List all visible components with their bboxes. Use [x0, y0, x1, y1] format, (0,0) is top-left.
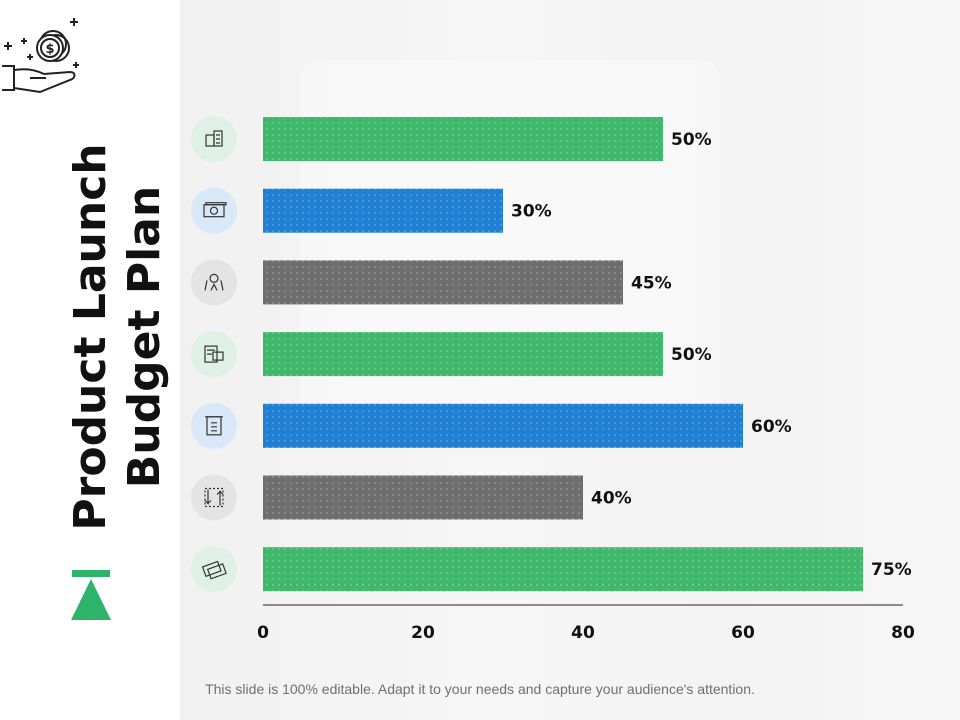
investment-growth-icon	[191, 259, 237, 306]
x-tick-label-20: 20	[411, 623, 435, 643]
data-label-1: 50%	[671, 130, 712, 150]
money-bill-icon	[191, 187, 237, 234]
credit-card-icon	[191, 546, 237, 593]
triangle-logo-icon	[71, 570, 111, 620]
x-tick-label-80: 80	[891, 623, 915, 643]
x-tick-label-0: 0	[257, 623, 269, 643]
budget-clipboard-icon	[191, 331, 237, 378]
svg-text:$: $	[45, 42, 54, 57]
money-hand-icon: $	[2, 18, 79, 94]
x-tick-label-60: 60	[731, 623, 755, 643]
atm-cash-icon	[191, 402, 237, 449]
data-label-6: 40%	[591, 489, 632, 509]
x-tick-label-40: 40	[571, 623, 595, 643]
building-document-icon	[191, 116, 237, 162]
data-label-4: 50%	[671, 345, 712, 365]
data-label-7: 75%	[871, 560, 912, 580]
left-panel: $ Product Launch Budget Plan	[0, 0, 180, 720]
footer-note: This slide is 100% editable. Adapt it to…	[205, 681, 755, 697]
data-label-3: 45%	[631, 273, 672, 293]
dollar-exchange-icon	[191, 474, 237, 521]
x-axis-ticks: 0 20 40 60 80	[257, 623, 915, 643]
bars	[263, 117, 863, 592]
data-label-5: 60%	[751, 417, 792, 437]
data-labels: 50% 30% 45% 50% 60% 40% 75%	[511, 130, 912, 580]
category-icons	[191, 116, 237, 593]
data-label-2: 30%	[511, 202, 552, 222]
